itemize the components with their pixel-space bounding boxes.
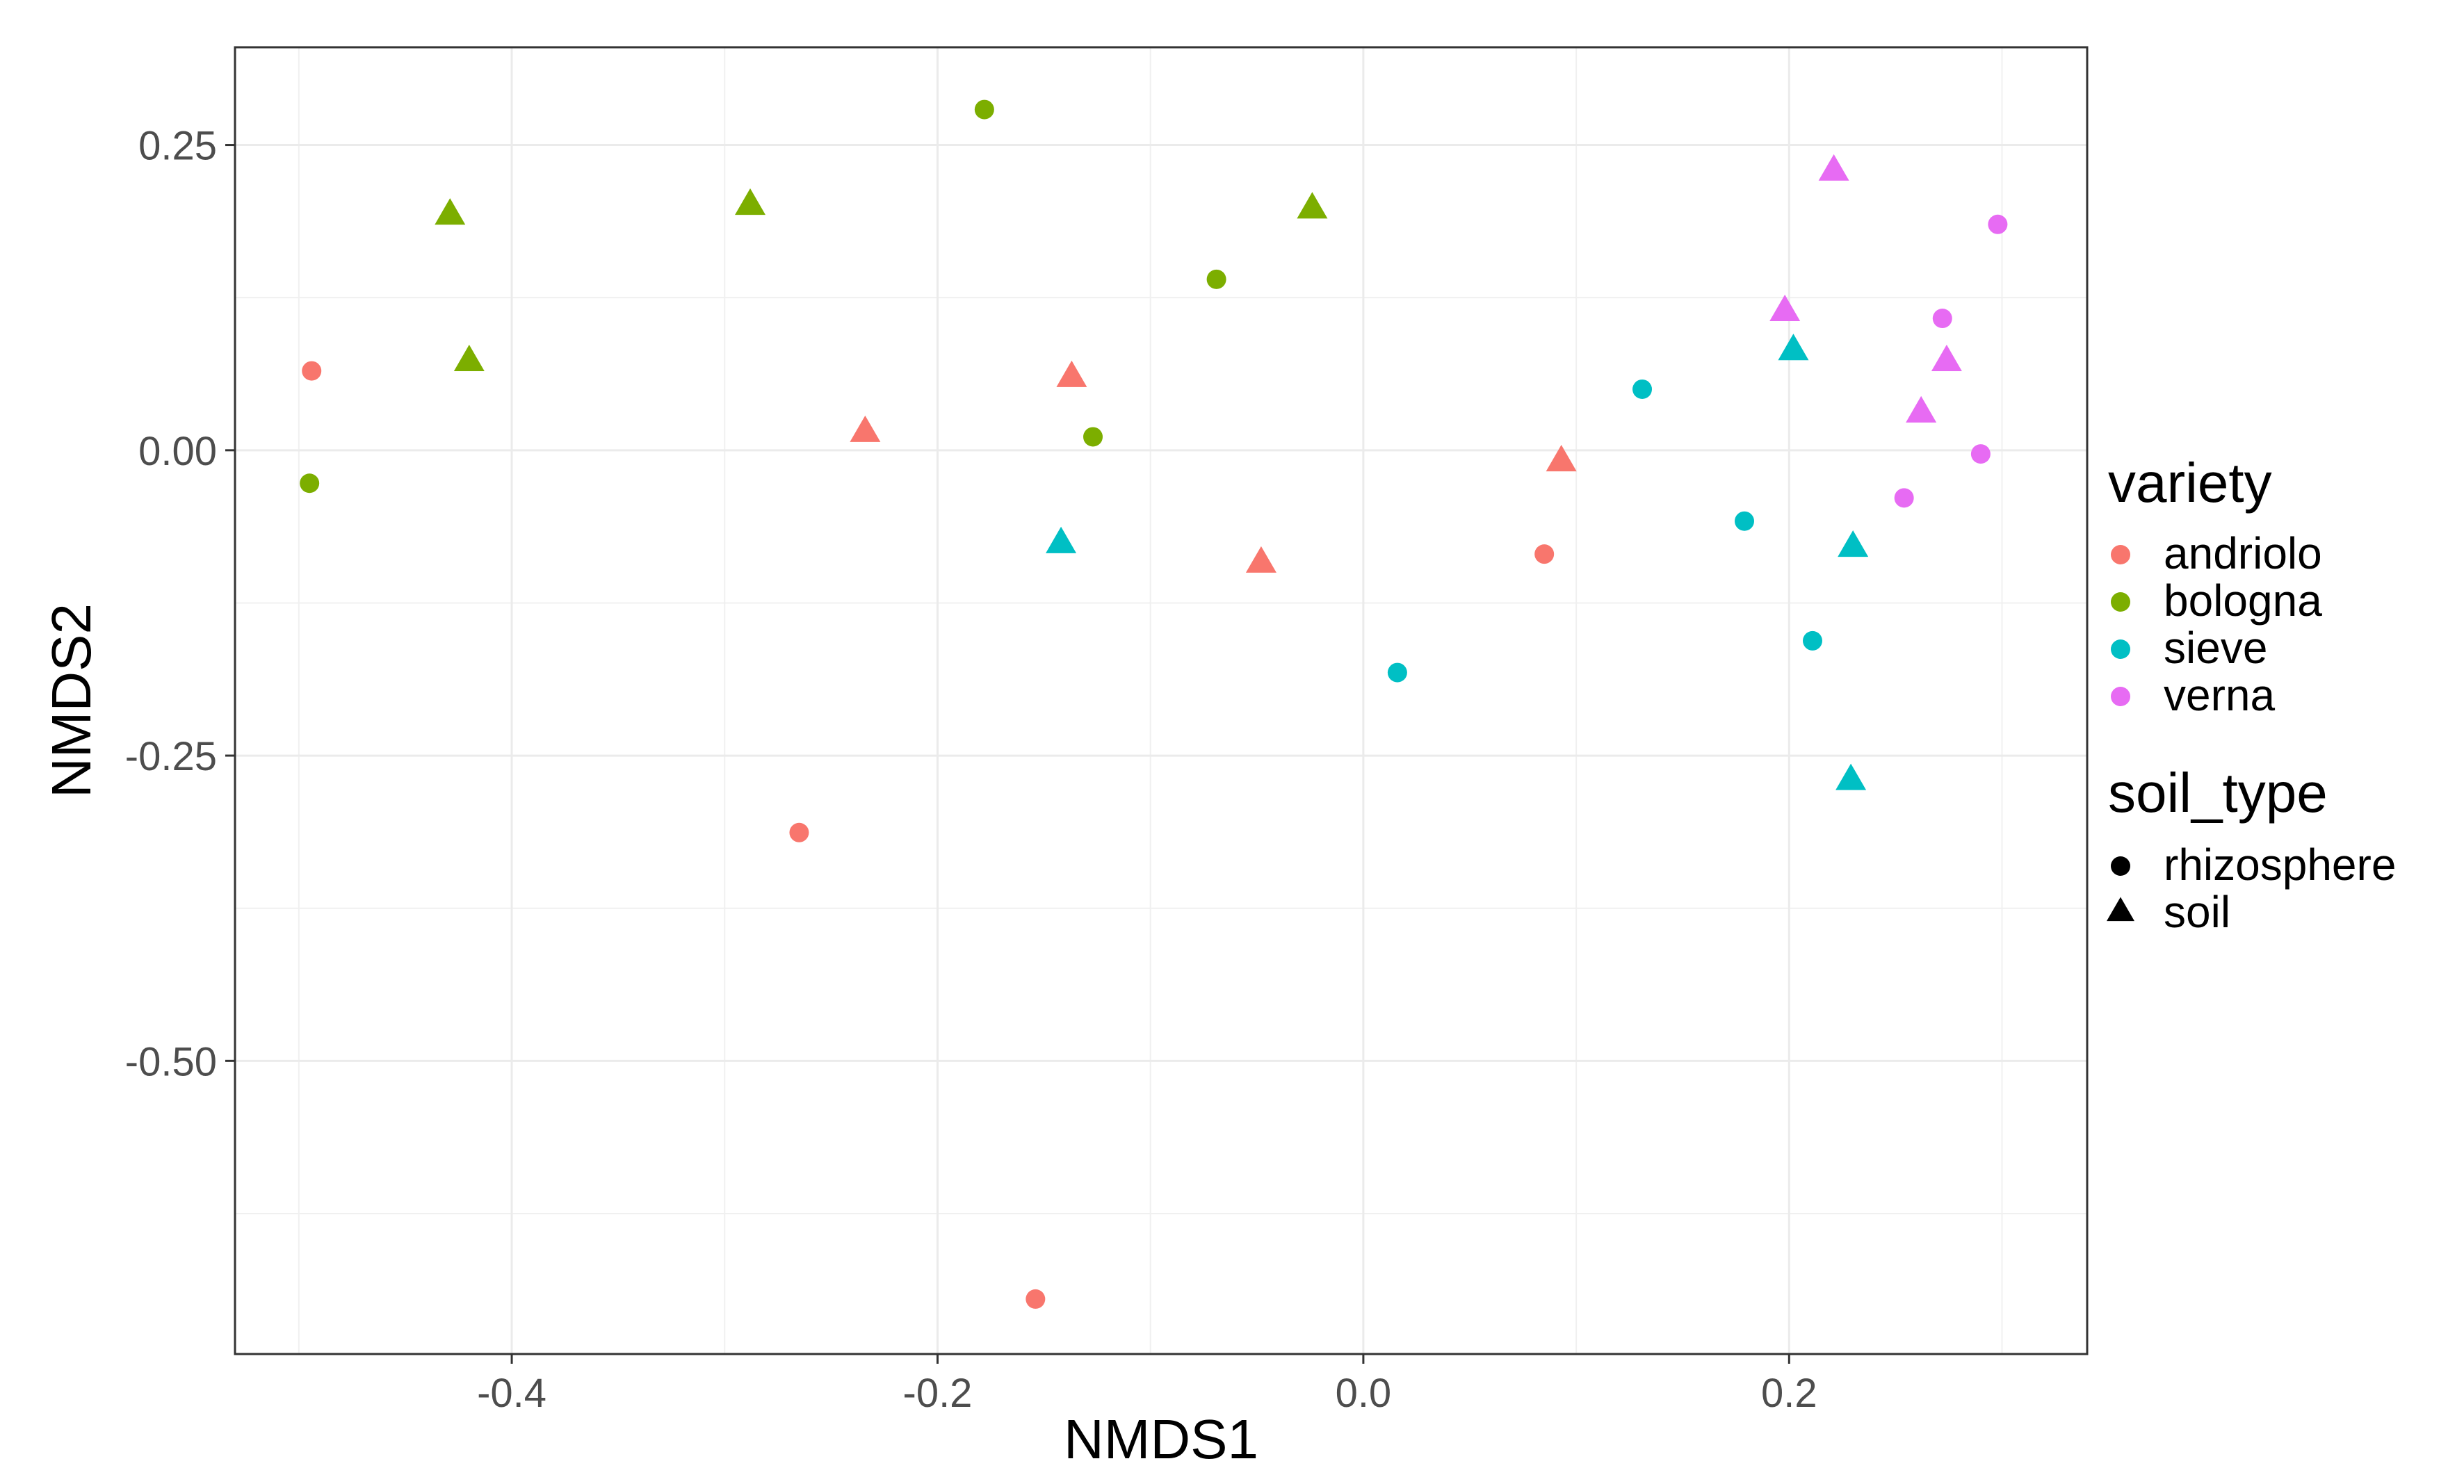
point-andriolo-soil xyxy=(850,415,881,442)
y-tick-label: 0.00 xyxy=(138,429,217,474)
x-tick-label: -0.2 xyxy=(903,1371,973,1416)
point-verna-rhizosphere xyxy=(1894,488,1914,508)
point-sieve-soil xyxy=(1838,530,1869,557)
y-tick-label: -0.50 xyxy=(125,1039,217,1084)
legend-label-rhizosphere: rhizosphere xyxy=(2164,840,2396,890)
point-andriolo-rhizosphere xyxy=(302,361,322,381)
y-tick-label: 0.25 xyxy=(138,124,217,169)
legend-label-bologna: bologna xyxy=(2164,576,2322,626)
point-verna-rhizosphere xyxy=(1932,309,1952,329)
point-andriolo-rhizosphere xyxy=(1026,1289,1046,1309)
y-tick-label: -0.25 xyxy=(125,734,217,779)
point-andriolo-rhizosphere xyxy=(789,822,809,842)
point-verna-soil xyxy=(1906,396,1937,423)
point-bologna-rhizosphere xyxy=(1083,427,1103,447)
point-andriolo-rhizosphere xyxy=(1534,544,1555,564)
x-tick-label: 0.0 xyxy=(1336,1371,1392,1416)
legend-label-soil: soil xyxy=(2164,887,2230,937)
x-axis-title: NMDS1 xyxy=(1064,1408,1258,1470)
point-sieve-soil xyxy=(1046,526,1077,553)
point-sieve-rhizosphere xyxy=(1735,511,1755,531)
legend-label-verna: verna xyxy=(2164,670,2276,720)
point-bologna-rhizosphere xyxy=(300,473,320,494)
point-sieve-soil xyxy=(1778,334,1809,361)
point-andriolo-soil xyxy=(1245,546,1276,573)
point-bologna-soil xyxy=(435,198,466,225)
point-andriolo-soil xyxy=(1056,360,1087,387)
point-bologna-soil xyxy=(1297,192,1328,219)
x-tick-label: 0.2 xyxy=(1761,1371,1817,1416)
point-sieve-soil xyxy=(1835,763,1867,790)
y-axis-title: NMDS2 xyxy=(40,603,102,798)
major-gridlines xyxy=(235,47,2087,1354)
minor-gridlines xyxy=(235,47,2087,1354)
legend-key-verna xyxy=(2111,687,2130,706)
legend-key-sieve xyxy=(2111,639,2130,659)
legend-title-variety: variety xyxy=(2108,452,2272,514)
legend-label-sieve: sieve xyxy=(2164,623,2267,673)
point-sieve-rhizosphere xyxy=(1387,662,1407,683)
x-axis-ticks: -0.4 -0.2 0.0 0.2 xyxy=(477,1354,1817,1416)
point-bologna-soil xyxy=(453,344,485,372)
legend-key-rhizosphere xyxy=(2111,856,2130,876)
point-bologna-soil xyxy=(735,188,766,215)
legend-title-soil-type: soil_type xyxy=(2108,762,2328,824)
y-axis-ticks: 0.25 0.00 -0.25 -0.50 xyxy=(125,124,235,1084)
legend-key-soil xyxy=(2107,897,2134,922)
point-verna-soil xyxy=(1818,154,1849,181)
plot-panel-border xyxy=(234,46,2089,1355)
data-points xyxy=(300,99,2008,1309)
point-bologna-rhizosphere xyxy=(1206,269,1226,289)
x-tick-label: -0.4 xyxy=(477,1371,546,1416)
legend-key-bologna xyxy=(2111,592,2130,612)
point-verna-rhizosphere xyxy=(1970,444,1991,464)
point-sieve-rhizosphere xyxy=(1632,379,1653,399)
point-verna-soil xyxy=(1769,294,1801,321)
point-sieve-rhizosphere xyxy=(1802,630,1822,651)
point-verna-soil xyxy=(1931,344,1962,372)
point-andriolo-soil xyxy=(1546,445,1577,472)
point-bologna-rhizosphere xyxy=(974,99,994,120)
legend-key-andriolo xyxy=(2111,545,2130,564)
point-verna-rhizosphere xyxy=(1988,214,2008,234)
legend-label-andriolo: andriolo xyxy=(2164,528,2322,578)
